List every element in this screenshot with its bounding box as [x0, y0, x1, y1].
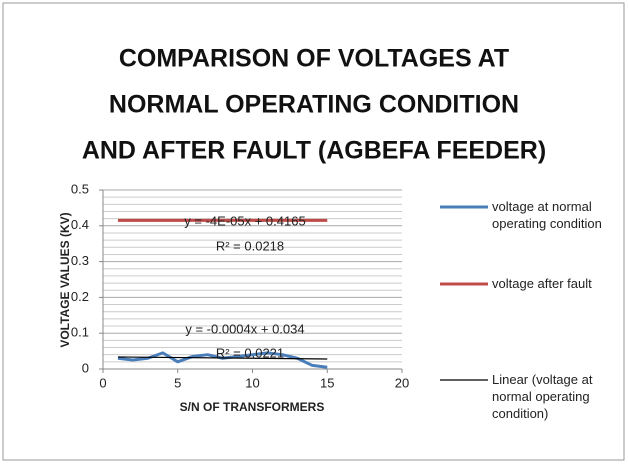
trendline-equation: R² = 0.0218 [216, 238, 284, 253]
x-tick-label: 10 [245, 375, 259, 390]
legend-label: voltage at normal operating condition [492, 199, 602, 231]
chart-title: COMPARISON OF VOLTAGES AT [119, 45, 509, 73]
trendline-equation: y = -4E-05x + 0.4165 [184, 213, 305, 228]
legend-label: Linear (voltage at normal operating cond… [492, 372, 593, 421]
x-tick-label: 20 [395, 375, 409, 390]
x-tick-label: 0 [99, 375, 106, 390]
chart-title: AND AFTER FAULT (AGBEFA FEEDER) [82, 137, 546, 165]
y-tick-label: 0.4 [71, 217, 89, 232]
x-tick-label: 15 [320, 375, 334, 390]
y-tick-label: 0.2 [71, 289, 89, 304]
legend-label: voltage after fault [492, 276, 592, 291]
y-tick-label: 0.1 [71, 325, 89, 340]
y-tick-label: 0.3 [71, 253, 89, 268]
y-tick-label: 0 [82, 360, 89, 375]
trendline-equation: R² = 0.0221 [216, 345, 284, 360]
x-tick-label: 5 [174, 375, 181, 390]
y-axis-label: VOLTAGE VALUES (KV) [58, 212, 72, 347]
series-line [117, 356, 328, 360]
x-axis-label: S/N OF TRANSFORMERS [180, 400, 325, 414]
chart-title: NORMAL OPERATING CONDITION [109, 91, 519, 119]
trendline-equation: y = -0.0004x + 0.034 [185, 321, 304, 336]
y-tick-label: 0.5 [71, 181, 89, 196]
